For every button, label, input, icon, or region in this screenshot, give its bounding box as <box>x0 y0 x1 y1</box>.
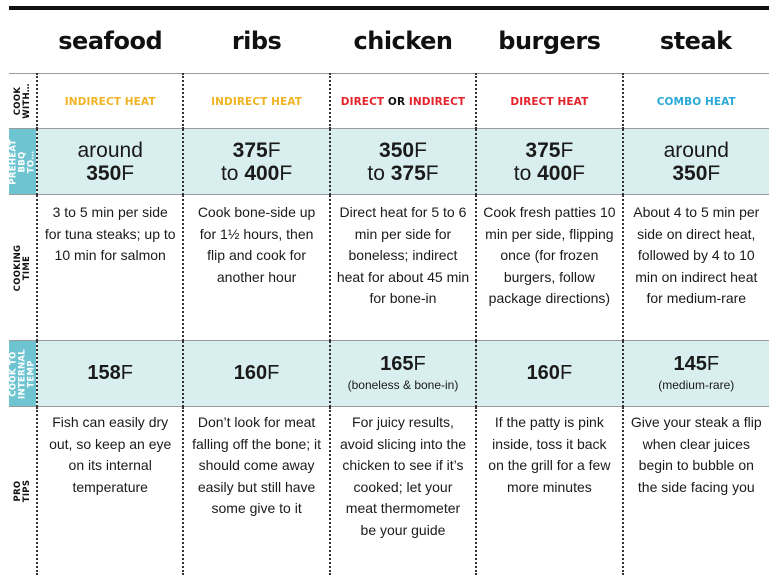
pro-tip-chicken: For juicy results, avoid slicing into th… <box>328 406 477 575</box>
cooking-time-ribs: Cook bone-side up for 1½ hours, then fli… <box>182 194 330 341</box>
temp-note: (boneless & bone-in) <box>347 378 459 392</box>
row-label-cook-with: COOK WITH… <box>9 73 37 129</box>
column-header-row: seafood ribs chicken burgers steak <box>9 12 769 74</box>
cooking-time-seafood: 3 to 5 min per side for tuna steaks; up … <box>35 194 184 341</box>
preheat-chicken: 350F to 375F <box>328 128 477 195</box>
row-label-cooking-time: COOKING TIME <box>9 194 37 341</box>
heat-label: DIRECT HEAT <box>510 96 589 108</box>
pro-tip-burgers: If the patty is pink inside, toss it bac… <box>475 406 623 575</box>
preheat-burgers: 375F to 400F <box>475 128 623 195</box>
cooking-time-burgers: Cook fresh patties 10 min per side, flip… <box>475 194 623 341</box>
row-label-pro-tips: PRO TIPS <box>12 479 32 503</box>
cooking-time-chicken: Direct heat for 5 to 6 min per side for … <box>328 194 477 341</box>
cook-with-seafood: INDIRECT HEAT <box>35 73 184 129</box>
preheat-seafood: around 350F <box>35 128 184 195</box>
preheat-ribs: 375F to 400F <box>182 128 330 195</box>
cook-with-steak: COMBO HEAT <box>621 73 769 129</box>
row-internal-temp: COOK TO INTERNAL TEMP 158F 160F 165F (bo… <box>8 340 769 407</box>
row-cooking-time: COOKING TIME 3 to 5 min per side for tun… <box>9 194 769 341</box>
column-header-chicken: chicken <box>353 26 453 55</box>
column-header-steak: steak <box>659 26 732 55</box>
corner-cell <box>9 12 37 74</box>
row-preheat: PREHEAT BBQ TO… around 350F 375F to 400F 3… <box>8 128 769 195</box>
heat-label: INDIRECT HEAT <box>64 96 156 108</box>
preheat-steak: around 350F <box>621 128 769 195</box>
internal-temp-seafood: 158F <box>35 340 184 407</box>
internal-temp-chicken: 165F (boneless & bone-in) <box>328 340 477 407</box>
column-header-ribs: ribs <box>231 26 282 55</box>
row-cook-with: COOK WITH… INDIRECT HEAT INDIRECT HEAT D… <box>9 73 769 129</box>
cook-with-chicken: DIRECT OR INDIRECT <box>328 73 477 129</box>
pro-tip-ribs: Don’t look for meat falling off the bone… <box>182 406 330 575</box>
cook-with-ribs: INDIRECT HEAT <box>182 73 330 129</box>
pro-tip-seafood: Fish can easily dry out, so keep an eye … <box>35 406 184 575</box>
row-pro-tips: PRO TIPS Fish can easily dry out, so kee… <box>9 406 769 575</box>
internal-temp-burgers: 160F <box>475 340 623 407</box>
cook-with-burgers: DIRECT HEAT <box>475 73 623 129</box>
heat-label: DIRECT OR INDIRECT <box>340 96 466 108</box>
grilling-guide-table: seafood ribs chicken burgers steak COOK … <box>8 12 769 575</box>
internal-temp-steak: 145F (medium-rare) <box>621 340 769 407</box>
row-label-internal-temp: COOK TO INTERNAL TEMP <box>8 340 37 407</box>
pro-tip-steak: Give your steak a flip when clear juices… <box>621 406 769 575</box>
internal-temp-ribs: 160F <box>182 340 330 407</box>
temp-note: (medium-rare) <box>658 378 735 392</box>
heat-label: COMBO HEAT <box>656 96 736 108</box>
column-header-seafood: seafood <box>58 26 163 55</box>
cooking-time-steak: About 4 to 5 min per side on direct heat… <box>621 194 769 341</box>
heat-label: INDIRECT HEAT <box>211 96 302 108</box>
column-header-burgers: burgers <box>498 26 601 55</box>
header-rule <box>9 6 769 10</box>
row-label-preheat: PREHEAT BBQ TO… <box>8 128 37 195</box>
